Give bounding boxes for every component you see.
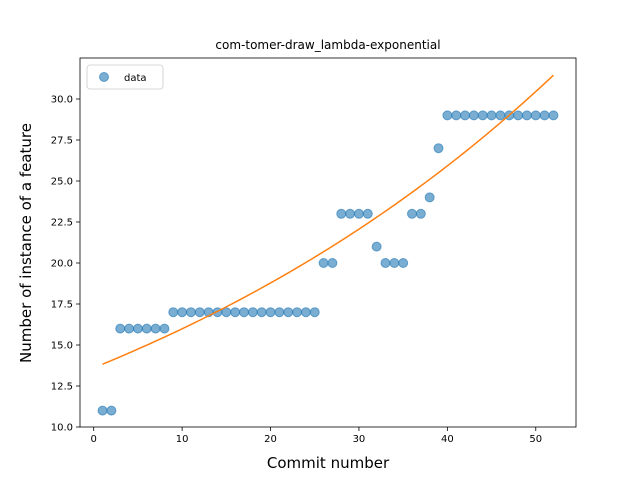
- y-tick-label: 17.5: [51, 300, 73, 311]
- data-point: [230, 307, 241, 318]
- x-tick-label: 50: [529, 434, 542, 445]
- x-tick-label: 30: [353, 434, 366, 445]
- data-point: [274, 307, 285, 318]
- data-point: [345, 208, 356, 219]
- data-point: [292, 307, 303, 318]
- data-point: [327, 258, 338, 268]
- y-tick-label: 15.0: [51, 341, 73, 352]
- legend-box: [86, 64, 164, 90]
- data-point: [239, 307, 250, 318]
- x-axis-label: Commit number: [267, 454, 390, 472]
- plot-area: 0 10 20 30 40 50 10.0 12.5 15.0 17.5 20.0 22.5 25.0 2…: [51, 57, 577, 445]
- data-point: [415, 208, 426, 219]
- data-point: [265, 307, 276, 318]
- data-point: [97, 405, 108, 416]
- data-point: [530, 110, 541, 121]
- data-point: [371, 241, 382, 252]
- data-point: [141, 323, 152, 334]
- data-point: [115, 323, 126, 334]
- data-point: [495, 110, 506, 121]
- data-point: [353, 208, 364, 219]
- data-point: [247, 307, 258, 318]
- data-point: [106, 405, 117, 416]
- data-point: [256, 307, 267, 318]
- chart-title: com-tomer-draw_lambda-exponential: [215, 38, 440, 52]
- legend-label: data: [124, 73, 147, 84]
- data-point: [433, 143, 444, 154]
- y-tick-label: 10.0: [51, 423, 73, 434]
- data-point: [398, 258, 409, 268]
- data-point: [185, 307, 196, 318]
- y-tick-label: 27.5: [51, 136, 73, 147]
- data-point: [159, 323, 170, 334]
- legend-marker: [99, 72, 109, 82]
- data-point: [336, 208, 347, 219]
- x-tick-label: 40: [441, 434, 454, 445]
- data-point: [424, 192, 435, 203]
- data-point: [132, 323, 143, 334]
- data-point: [548, 110, 559, 121]
- x-tick-label: 0: [91, 434, 97, 445]
- data-point: [380, 258, 391, 268]
- data-point: [539, 110, 550, 121]
- data-point: [389, 258, 400, 268]
- data-point: [486, 110, 497, 121]
- x-tick-label: 20: [264, 434, 277, 445]
- data-point: [406, 208, 417, 219]
- x-tick-label: 10: [176, 434, 189, 445]
- data-point: [168, 307, 179, 318]
- data-point: [468, 110, 479, 121]
- data-point: [283, 307, 294, 318]
- data-point: [442, 110, 453, 121]
- data-point: [300, 307, 311, 318]
- data-point: [309, 307, 320, 318]
- data-point: [124, 323, 135, 334]
- data-point: [513, 110, 524, 121]
- y-tick-label: 20.0: [51, 259, 73, 270]
- data-point: [460, 110, 471, 121]
- data-point: [194, 307, 205, 318]
- data-point: [150, 323, 161, 334]
- data-point: [521, 110, 532, 121]
- data-point: [477, 110, 488, 121]
- axes-frame: [79, 57, 577, 428]
- data-point: [362, 208, 373, 219]
- data-point: [177, 307, 188, 318]
- y-tick-label: 12.5: [51, 382, 73, 393]
- data-point: [318, 258, 329, 268]
- fit-line: [102, 74, 554, 365]
- y-tick-label: 30.0: [51, 95, 73, 106]
- data-point: [451, 110, 462, 121]
- y-tick-label: 22.5: [51, 218, 73, 229]
- y-tick-label: 25.0: [51, 177, 73, 188]
- y-axis-label: Number of instance of a feature: [17, 123, 35, 363]
